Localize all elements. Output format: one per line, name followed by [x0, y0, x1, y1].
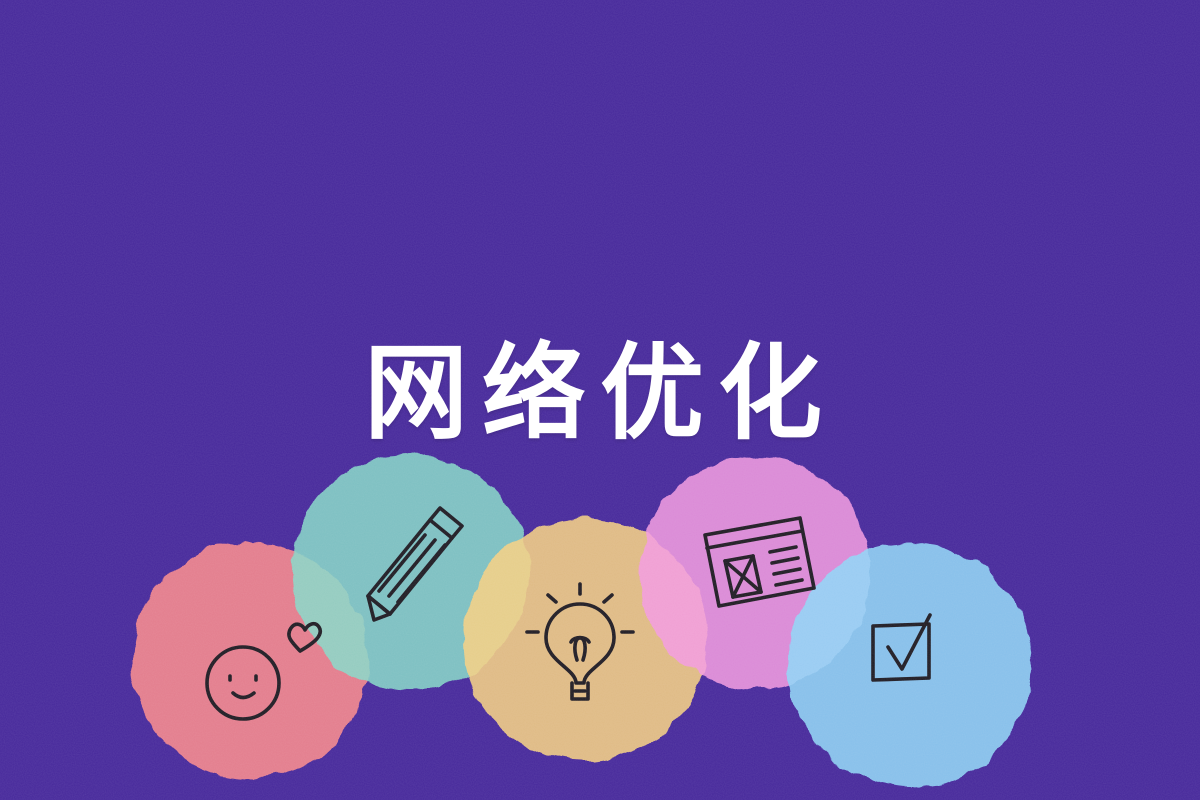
- page-title: 网络优化: [363, 332, 836, 454]
